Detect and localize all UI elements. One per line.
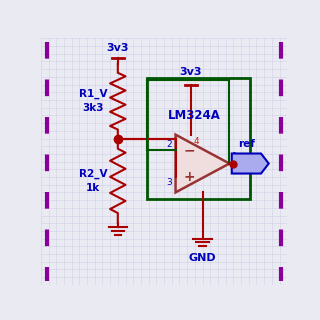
Text: LM324A: LM324A xyxy=(168,109,221,122)
Text: 3v3: 3v3 xyxy=(180,67,202,77)
Text: 3v3: 3v3 xyxy=(107,44,129,53)
Text: 3: 3 xyxy=(166,178,172,187)
Text: 4: 4 xyxy=(193,137,199,146)
Text: +: + xyxy=(184,170,195,184)
Polygon shape xyxy=(176,135,229,192)
Text: −: − xyxy=(184,143,195,157)
Polygon shape xyxy=(232,154,269,173)
Text: 1: 1 xyxy=(232,152,237,161)
Text: GND: GND xyxy=(189,253,216,263)
Text: 3k3: 3k3 xyxy=(83,103,104,113)
Bar xyxy=(147,78,250,198)
Text: R1_V: R1_V xyxy=(79,89,108,99)
Text: 2: 2 xyxy=(166,140,172,149)
Text: 1k: 1k xyxy=(86,183,100,193)
Text: R2_V: R2_V xyxy=(79,169,108,179)
Text: ref: ref xyxy=(238,139,255,149)
